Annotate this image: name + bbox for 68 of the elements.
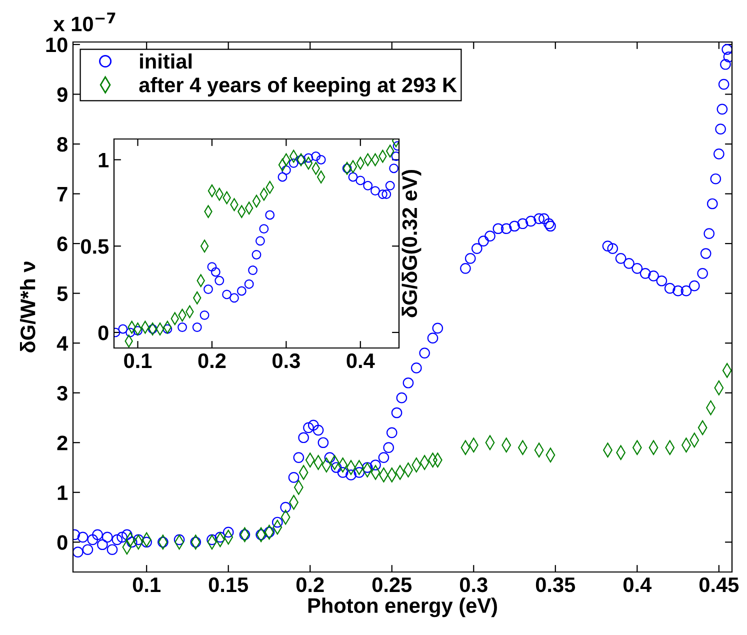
text: x 10$^{−7}$ bbox=[53, 12, 116, 32]
point bbox=[385, 180, 395, 190]
y-tick-label: 0.5 bbox=[81, 239, 109, 254]
x-tick-label: 0.4 bbox=[346, 353, 375, 368]
point bbox=[281, 165, 291, 175]
point bbox=[192, 322, 202, 332]
y-tick-label: 8 bbox=[57, 137, 68, 152]
y-tick-label: 9 bbox=[57, 87, 68, 102]
x-tick-label: 0.3 bbox=[272, 353, 300, 368]
y-tick-label: 5 bbox=[57, 286, 68, 302]
y-tick-label: 1 bbox=[58, 486, 68, 500]
y-tick-label: 3 bbox=[57, 386, 68, 401]
legend-label: after 4 years of keeping at 293 K bbox=[139, 77, 457, 97]
x-tick-label: 0.3 bbox=[460, 577, 488, 592]
y-tick-label: 2 bbox=[57, 436, 68, 450]
point bbox=[133, 326, 142, 336]
point bbox=[389, 164, 399, 174]
point bbox=[207, 262, 217, 272]
x-axis-title: Photon energy (eV) bbox=[308, 598, 497, 618]
point bbox=[259, 224, 269, 234]
point bbox=[244, 279, 254, 289]
point bbox=[370, 186, 380, 196]
x-tick-label: 0.1 bbox=[124, 353, 152, 368]
x-tick-label: 0.45 bbox=[699, 577, 739, 592]
point bbox=[222, 290, 232, 300]
x-tick-label: 0.2 bbox=[198, 353, 226, 368]
point bbox=[288, 158, 298, 168]
point bbox=[214, 276, 224, 286]
point bbox=[378, 190, 388, 199]
point bbox=[255, 236, 265, 246]
x-tick-label: 0.1 bbox=[132, 577, 160, 592]
x-tick-label: 0.15 bbox=[208, 577, 248, 592]
point bbox=[200, 310, 210, 320]
point bbox=[265, 210, 275, 220]
point bbox=[178, 322, 187, 332]
point bbox=[382, 190, 392, 199]
legend-label: initial bbox=[140, 53, 192, 69]
point bbox=[304, 153, 314, 163]
point bbox=[204, 284, 213, 294]
y-axis-title: δG/W*h ν bbox=[20, 262, 36, 352]
point bbox=[342, 164, 352, 174]
point bbox=[348, 172, 358, 182]
y-axis-title: δG/δG(0.32 eV) bbox=[402, 170, 422, 318]
point bbox=[236, 286, 246, 296]
point bbox=[278, 172, 288, 182]
y-tick-label: 0 bbox=[98, 325, 108, 340]
x-tick-label: 0.2 bbox=[296, 577, 324, 592]
point bbox=[126, 328, 136, 338]
point bbox=[252, 250, 262, 260]
x-tick-label: 0.4 bbox=[624, 577, 652, 592]
x-tick-label: 0.25 bbox=[372, 577, 412, 592]
y-tick-label: 1 bbox=[98, 152, 109, 168]
point bbox=[311, 152, 321, 161]
y-tick-label: 10 bbox=[46, 37, 68, 52]
point bbox=[316, 155, 326, 164]
point bbox=[118, 324, 128, 334]
y-tick-label: 0 bbox=[57, 535, 68, 550]
point bbox=[230, 293, 239, 303]
y-tick-label: 7 bbox=[57, 187, 68, 202]
point bbox=[363, 180, 373, 190]
y-tick-label: 4 bbox=[56, 336, 68, 351]
point bbox=[162, 324, 172, 334]
x-tick-label: 0.35 bbox=[536, 577, 576, 592]
point bbox=[356, 176, 366, 186]
point bbox=[210, 267, 220, 277]
point bbox=[248, 266, 258, 275]
point bbox=[296, 155, 306, 164]
y-tick-label: 6 bbox=[57, 236, 68, 252]
